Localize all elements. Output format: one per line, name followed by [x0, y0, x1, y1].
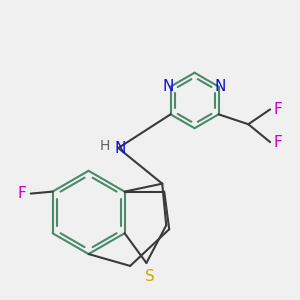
Text: N: N: [163, 79, 174, 94]
Text: N: N: [215, 79, 226, 94]
Text: H: H: [100, 139, 110, 153]
Text: F: F: [274, 102, 282, 117]
Text: F: F: [274, 135, 282, 150]
Text: S: S: [146, 269, 155, 284]
Text: N: N: [115, 140, 126, 155]
Text: F: F: [17, 186, 26, 201]
